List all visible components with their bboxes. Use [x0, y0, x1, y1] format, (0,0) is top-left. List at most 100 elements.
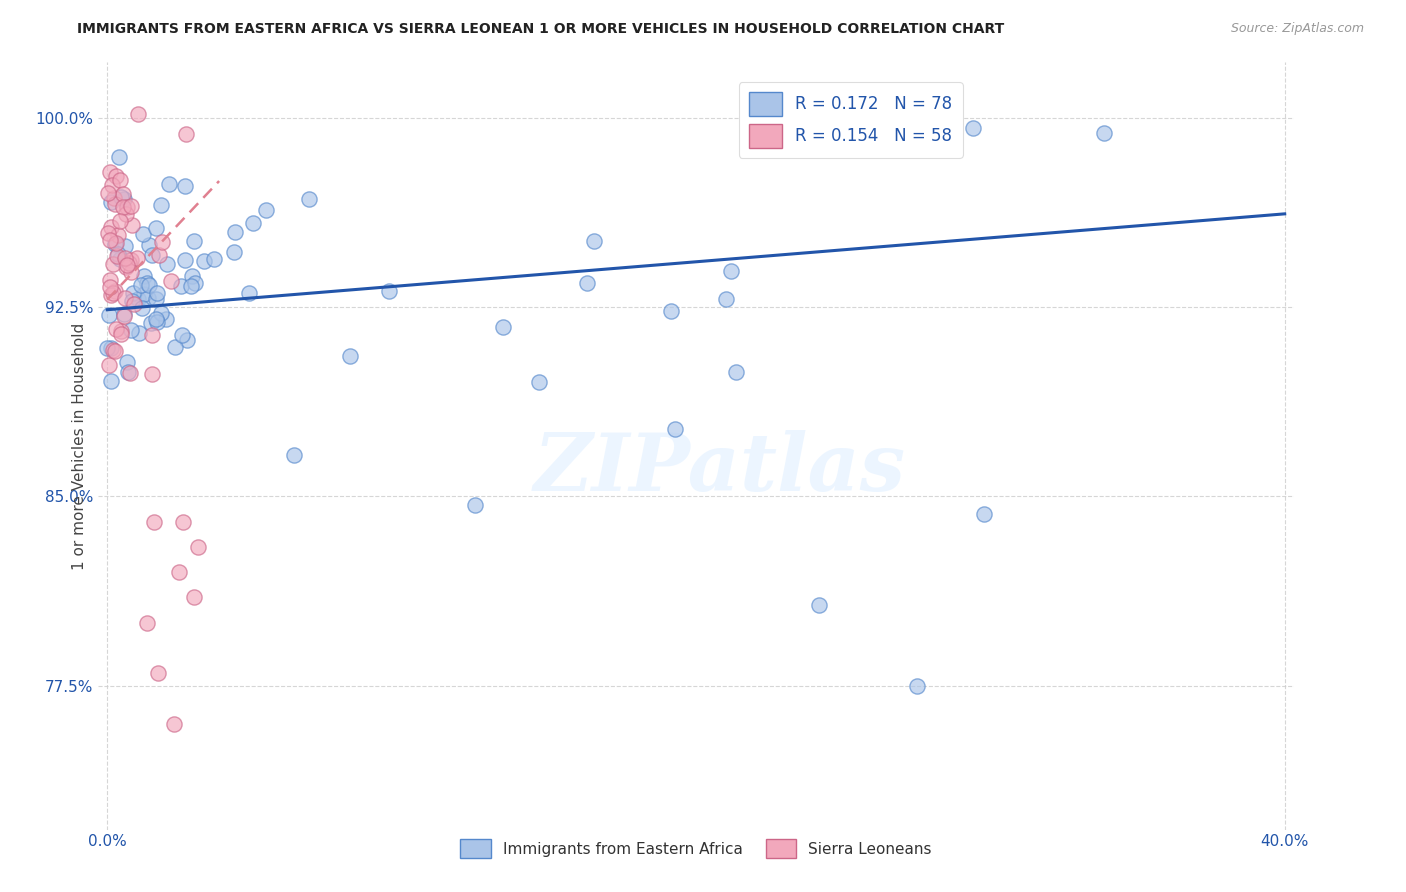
Point: [146, 315, 169, 329]
Point: [98, 233, 121, 247]
Point: [180, 279, 202, 293]
Point: [298, 192, 321, 206]
Point: [120, 199, 142, 213]
Point: [107, 247, 129, 261]
Point: [101, 178, 124, 192]
Point: [170, 328, 193, 343]
Point: [183, 591, 205, 605]
Point: [138, 237, 160, 252]
Point: [132, 286, 155, 301]
Point: [100, 288, 122, 302]
Point: [238, 285, 260, 300]
Point: [714, 292, 737, 306]
Point: [108, 173, 131, 187]
Point: [150, 306, 173, 320]
Point: [173, 179, 195, 194]
Point: [187, 540, 209, 554]
Point: [157, 178, 180, 192]
Point: [145, 312, 167, 326]
Point: [155, 312, 177, 326]
Point: [132, 268, 155, 283]
Point: [98, 358, 121, 372]
Point: [139, 317, 162, 331]
Point: [127, 107, 149, 121]
Y-axis label: 1 or more Vehicles in Household: 1 or more Vehicles in Household: [72, 322, 87, 570]
Point: [172, 515, 194, 529]
Text: Source: ZipAtlas.com: Source: ZipAtlas.com: [1230, 22, 1364, 36]
Point: [283, 448, 305, 462]
Point: [145, 292, 167, 306]
Point: [112, 200, 135, 214]
Point: [169, 565, 191, 579]
Point: [905, 679, 928, 693]
Point: [725, 366, 748, 380]
Point: [129, 278, 152, 293]
Point: [97, 186, 120, 200]
Point: [962, 121, 984, 136]
Point: [105, 235, 128, 250]
Point: [103, 191, 125, 205]
Point: [127, 292, 149, 306]
Point: [149, 197, 172, 211]
Point: [96, 341, 118, 355]
Point: [202, 252, 225, 266]
Point: [224, 225, 246, 239]
Point: [110, 326, 132, 341]
Point: [104, 322, 127, 336]
Point: [132, 227, 155, 241]
Point: [242, 215, 264, 229]
Point: [141, 367, 163, 381]
Point: [100, 341, 122, 355]
Text: IMMIGRANTS FROM EASTERN AFRICA VS SIERRA LEONEAN 1 OR MORE VEHICLES IN HOUSEHOLD: IMMIGRANTS FROM EASTERN AFRICA VS SIERRA…: [77, 22, 1004, 37]
Point: [176, 128, 198, 142]
Point: [97, 226, 120, 240]
Point: [889, 121, 911, 136]
Point: [720, 263, 742, 277]
Point: [103, 257, 125, 271]
Point: [122, 297, 145, 311]
Point: [173, 253, 195, 268]
Point: [492, 320, 515, 334]
Point: [100, 219, 122, 234]
Point: [101, 285, 124, 300]
Point: [107, 227, 129, 242]
Point: [112, 187, 135, 202]
Point: [98, 273, 121, 287]
Point: [114, 252, 136, 266]
Point: [127, 251, 149, 265]
Point: [145, 221, 167, 235]
Point: [120, 253, 142, 268]
Point: [115, 200, 138, 214]
Point: [176, 333, 198, 347]
Point: [181, 268, 204, 283]
Point: [141, 248, 163, 262]
Point: [131, 301, 153, 315]
Point: [104, 197, 127, 211]
Point: [575, 277, 598, 291]
Point: [110, 324, 132, 338]
Point: [121, 293, 143, 308]
Point: [114, 260, 136, 274]
Point: [100, 195, 122, 210]
Point: [527, 375, 550, 389]
Point: [254, 202, 277, 217]
Point: [143, 515, 166, 529]
Point: [136, 291, 159, 305]
Point: [114, 238, 136, 252]
Point: [98, 280, 121, 294]
Point: [104, 237, 127, 252]
Point: [117, 366, 139, 380]
Point: [118, 256, 141, 270]
Point: [148, 248, 170, 262]
Legend: Immigrants from Eastern Africa, Sierra Leoneans: Immigrants from Eastern Africa, Sierra L…: [454, 833, 938, 864]
Point: [160, 275, 183, 289]
Point: [120, 265, 142, 279]
Point: [121, 285, 143, 300]
Point: [582, 234, 605, 248]
Point: [128, 326, 150, 341]
Point: [659, 304, 682, 318]
Point: [114, 291, 136, 305]
Point: [170, 279, 193, 293]
Point: [120, 323, 142, 337]
Point: [121, 218, 143, 232]
